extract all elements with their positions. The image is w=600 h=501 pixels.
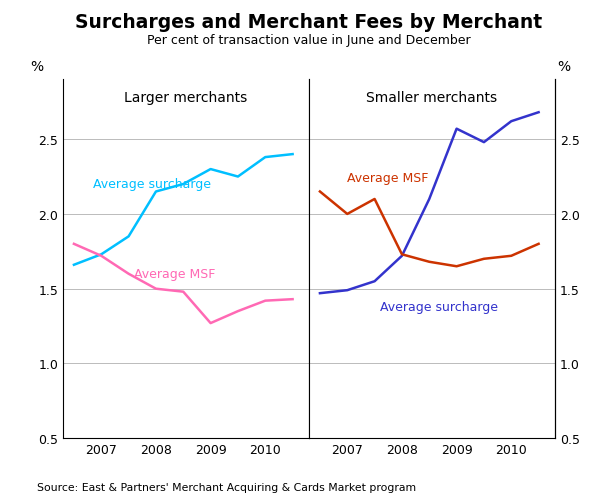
Text: %: % xyxy=(557,60,571,74)
Text: Larger merchants: Larger merchants xyxy=(124,91,248,105)
Text: Per cent of transaction value in June and December: Per cent of transaction value in June an… xyxy=(147,34,471,47)
Text: Average surcharge: Average surcharge xyxy=(380,300,498,313)
Text: Average MSF: Average MSF xyxy=(134,267,215,280)
Text: Smaller merchants: Smaller merchants xyxy=(367,91,497,105)
Text: Surcharges and Merchant Fees by Merchant: Surcharges and Merchant Fees by Merchant xyxy=(76,13,542,32)
Text: Average surcharge: Average surcharge xyxy=(93,178,211,190)
Text: %: % xyxy=(31,60,44,74)
Text: Average MSF: Average MSF xyxy=(347,172,428,185)
Text: Source: East & Partners' Merchant Acquiring & Cards Market program: Source: East & Partners' Merchant Acquir… xyxy=(37,482,416,492)
